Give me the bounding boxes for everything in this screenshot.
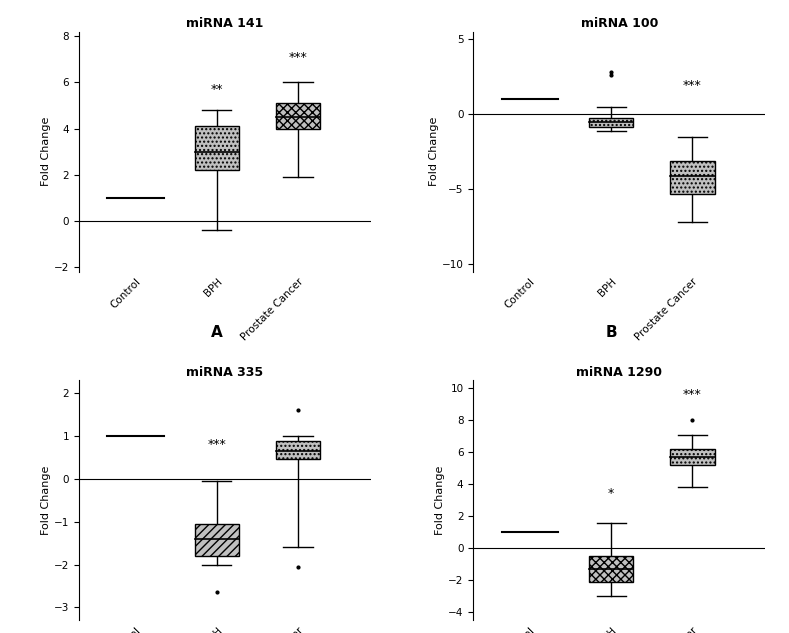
Bar (275, 103, 320, 128)
Bar (670, 449, 715, 465)
Y-axis label: Fold Change: Fold Change (436, 465, 445, 535)
Title: miRNA 100: miRNA 100 (581, 18, 658, 30)
Bar (275, 441, 320, 460)
Bar (670, 161, 715, 194)
Bar (589, 118, 634, 127)
Bar (589, 556, 634, 582)
Text: **: ** (211, 84, 223, 96)
Text: ***: *** (683, 388, 701, 401)
Title: miRNA 1290: miRNA 1290 (576, 366, 662, 379)
Text: B: B (605, 325, 617, 340)
Bar (195, 523, 239, 556)
Text: *: * (608, 487, 615, 500)
Text: A: A (211, 325, 222, 340)
Text: ***: *** (683, 78, 701, 92)
Title: miRNA 141: miRNA 141 (186, 18, 264, 30)
Y-axis label: Fold Change: Fold Change (429, 117, 439, 187)
Bar (195, 127, 239, 170)
Y-axis label: Fold Change: Fold Change (41, 117, 51, 187)
Title: miRNA 335: miRNA 335 (186, 366, 264, 379)
Y-axis label: Fold Change: Fold Change (41, 465, 51, 535)
Text: ***: *** (208, 438, 226, 451)
Text: ***: *** (289, 51, 308, 64)
